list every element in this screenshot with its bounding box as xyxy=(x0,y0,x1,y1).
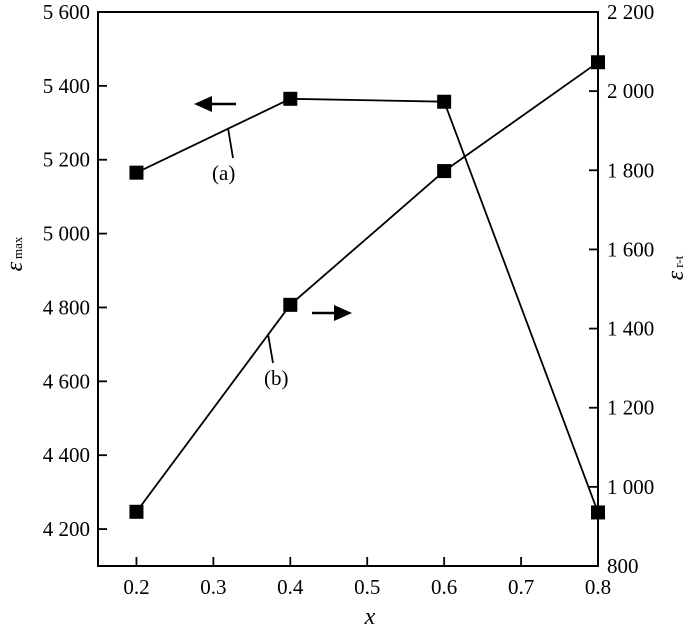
series-b-point xyxy=(129,504,144,519)
right-y-tick-label: 1 600 xyxy=(607,237,654,261)
left-y-tick-label: 4 400 xyxy=(43,443,90,467)
x-axis-title: x xyxy=(364,604,376,627)
x-tick-label: 0.5 xyxy=(354,575,380,599)
right-y-axis-title-sub: r-t xyxy=(671,255,686,267)
series-a-point xyxy=(283,91,298,106)
left-y-tick-label: 5 000 xyxy=(43,222,90,246)
left-y-axis-ticks: 4 200 4 400 4 600 4 800 5 000 5 200 5 400 5 600 xyxy=(43,0,107,541)
series-a-point xyxy=(591,505,605,520)
right-y-tick-label: 800 xyxy=(607,554,639,578)
x-tick-label: 0.8 xyxy=(585,575,611,599)
right-y-axis-title: ε r-t xyxy=(663,255,689,280)
series-markers xyxy=(129,55,605,520)
series-a-label: (a) xyxy=(212,161,235,185)
series-a-point xyxy=(437,94,452,109)
left-y-tick-label: 4 200 xyxy=(43,517,90,541)
right-y-tick-label: 2 000 xyxy=(607,79,654,103)
right-y-tick-label: 1 800 xyxy=(607,158,654,182)
series-b-label: (b) xyxy=(264,366,289,390)
x-tick-label: 0.3 xyxy=(200,575,226,599)
left-y-tick-label: 5 400 xyxy=(43,74,90,98)
x-tick-label: 0.6 xyxy=(431,575,457,599)
series-b-point xyxy=(591,55,605,70)
right-axis-arrow-icon xyxy=(312,305,352,321)
series-a-leader-line xyxy=(227,127,234,159)
right-y-axis-title-main: ε xyxy=(663,270,689,280)
left-y-tick-label: 5 200 xyxy=(43,148,90,172)
left-y-tick-label: 4 600 xyxy=(43,369,90,393)
x-tick-label: 0.7 xyxy=(508,575,534,599)
series-a-line xyxy=(136,97,599,513)
left-y-axis-title-main: ε xyxy=(2,261,28,271)
left-y-axis-title-sub: max xyxy=(10,236,25,259)
left-y-tick-label: 4 800 xyxy=(43,295,90,319)
x-tick-label: 0.4 xyxy=(277,575,304,599)
series-b-point xyxy=(283,297,298,312)
series-a-point xyxy=(129,165,144,180)
svg-text:εr-t: ε r-t xyxy=(663,255,689,280)
left-y-tick-label: 5 600 xyxy=(43,0,90,24)
x-tick-label: 0.2 xyxy=(123,575,149,599)
series-a-annotation: (a) xyxy=(212,127,235,185)
right-y-tick-label: 2 200 xyxy=(607,0,654,24)
series-lines xyxy=(135,61,599,513)
left-y-axis-title: ε max xyxy=(2,236,28,271)
x-axis-ticks: 0.2 0.3 0.4 0.5 0.6 0.7 0.8 xyxy=(123,557,611,599)
right-y-tick-label: 1 400 xyxy=(607,317,654,341)
right-y-axis-ticks: 800 1 000 1 200 1 400 1 600 1 800 2 000 2 200 xyxy=(589,0,654,578)
series-b-line xyxy=(135,61,599,513)
plot-frame xyxy=(97,11,599,567)
right-y-tick-label: 1 000 xyxy=(607,475,654,499)
series-b-point xyxy=(437,164,452,179)
series-b-leader-line xyxy=(267,333,274,364)
left-axis-arrow-icon xyxy=(194,96,236,112)
series-b-annotation: (b) xyxy=(264,333,289,390)
right-y-tick-label: 1 200 xyxy=(607,396,654,420)
svg-text:εmax: ε max xyxy=(2,236,28,271)
